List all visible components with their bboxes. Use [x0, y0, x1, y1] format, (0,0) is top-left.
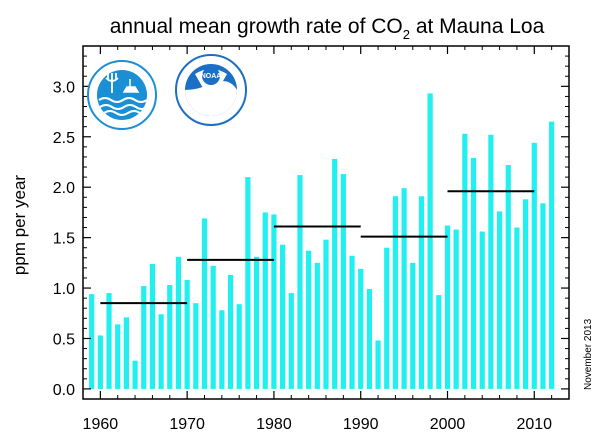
- bar-1982: [288, 293, 294, 389]
- y-tick-label: 2.5: [53, 130, 75, 147]
- bar-1991: [366, 289, 372, 389]
- x-tick-label: 2000: [430, 416, 466, 433]
- bar-1990: [358, 268, 364, 389]
- bar-2005: [488, 134, 494, 389]
- y-tick-label: 3.0: [53, 79, 75, 96]
- bar-1959: [89, 294, 95, 389]
- bar-1962: [115, 324, 121, 389]
- chart-title: annual mean growth rate of CO2 at Mauna …: [110, 15, 545, 42]
- y-tick-label: 0.0: [53, 382, 75, 399]
- bar-2011: [540, 203, 546, 389]
- bar-1969: [175, 256, 182, 389]
- bar-2009: [523, 199, 529, 389]
- bar-1968: [167, 285, 173, 389]
- bar-1966: [149, 263, 156, 389]
- bar-1972: [201, 218, 208, 389]
- bar-2002: [462, 133, 468, 389]
- bar-1971: [193, 303, 199, 389]
- bar-1963: [123, 317, 129, 389]
- axis-ticks: 1960 1970 1980 1990 2000 2010 0.0 0.5 1.0 1.5 2.0 2…: [53, 46, 570, 433]
- bar-2007: [505, 165, 511, 389]
- bar-1970: [184, 279, 190, 389]
- bar-series: [89, 93, 555, 389]
- bar-1998: [427, 93, 433, 389]
- bar-1961: [106, 293, 112, 389]
- x-tick-label: 1990: [343, 416, 379, 433]
- x-tick-label: 1960: [83, 416, 119, 433]
- bar-1974: [219, 310, 225, 389]
- bar-1983: [297, 175, 303, 389]
- bar-1977: [245, 177, 251, 389]
- bar-1997: [418, 196, 425, 389]
- x-tick-label: 1970: [169, 416, 205, 433]
- bar-1995: [401, 188, 407, 389]
- bar-1981: [280, 244, 286, 389]
- bar-1973: [210, 265, 216, 389]
- bar-1994: [392, 196, 399, 389]
- date-note: November 2013: [583, 318, 594, 390]
- bar-1999: [436, 295, 442, 389]
- bar-1980: [271, 214, 277, 389]
- x-tick-label: 2010: [516, 416, 552, 433]
- bar-2001: [453, 229, 459, 389]
- bar-2000: [444, 225, 451, 389]
- bar-2006: [496, 211, 503, 389]
- bar-1965: [141, 286, 147, 389]
- bar-1993: [384, 247, 390, 389]
- bar-1975: [227, 274, 234, 389]
- bar-1978: [253, 256, 260, 389]
- y-axis-label: ppm per year: [10, 175, 29, 275]
- bar-2004: [479, 231, 485, 389]
- bar-1960: [97, 335, 103, 389]
- bar-2012: [549, 121, 555, 389]
- bar-1996: [410, 262, 416, 389]
- decade-average-lines: [100, 190, 535, 305]
- bar-2003: [470, 157, 477, 389]
- bar-1985: [314, 262, 320, 389]
- bar-1986: [323, 239, 329, 389]
- y-tick-label: 1.5: [53, 231, 75, 248]
- bar-1976: [236, 304, 242, 389]
- bar-1979: [262, 212, 268, 389]
- bar-1967: [158, 314, 164, 389]
- bar-1964: [132, 360, 138, 389]
- bar-1992: [375, 340, 381, 389]
- noaa-logo-text: NOAA: [201, 73, 222, 80]
- bar-1984: [306, 250, 312, 389]
- bar-1988: [340, 174, 346, 389]
- y-tick-label: 2.0: [53, 180, 75, 197]
- bar-2010: [531, 142, 537, 389]
- ioc-logo: [87, 60, 157, 130]
- noaa-logo: NOAA: [175, 54, 247, 126]
- x-tick-label: 1980: [256, 416, 292, 433]
- bar-1987: [332, 158, 338, 389]
- bar-2008: [514, 227, 520, 389]
- y-tick-label: 1.0: [53, 281, 75, 298]
- y-tick-label: 0.5: [53, 331, 75, 348]
- bar-1989: [349, 255, 355, 389]
